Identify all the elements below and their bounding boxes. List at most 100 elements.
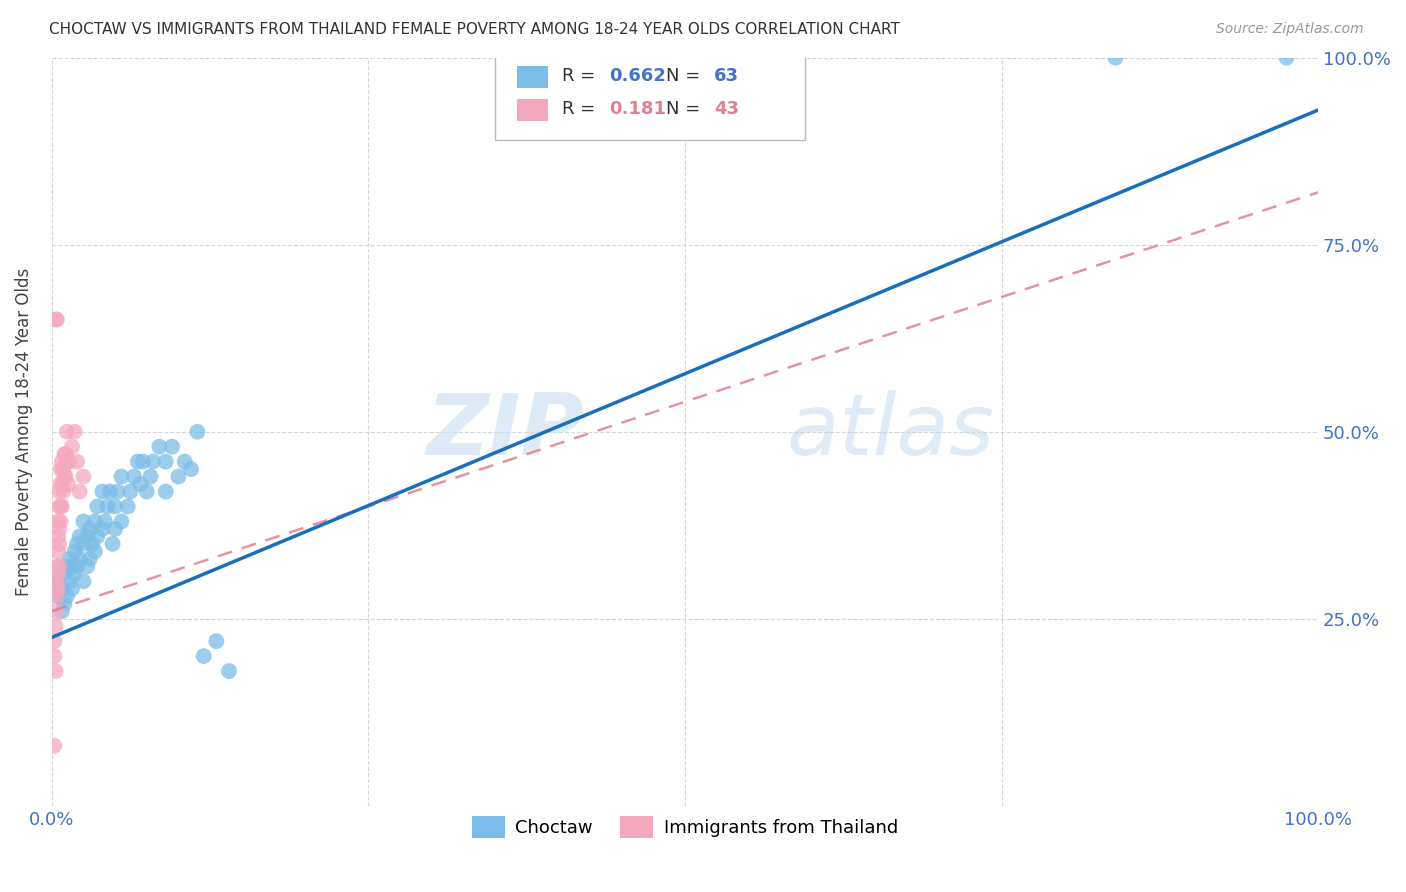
Text: Source: ZipAtlas.com: Source: ZipAtlas.com: [1216, 22, 1364, 37]
Point: [1275, 51, 1298, 65]
Point: [66, 559, 89, 574]
Point: [69, 484, 91, 499]
Point: [51, 604, 73, 618]
Point: [55, 469, 77, 483]
Point: [48, 522, 70, 536]
Point: [58, 477, 80, 491]
Point: [205, 634, 228, 648]
Point: [49, 500, 72, 514]
Point: [49, 462, 72, 476]
Text: R =: R =: [562, 100, 607, 118]
Point: [72, 574, 94, 589]
Point: [44, 649, 66, 664]
Point: [83, 544, 105, 558]
Point: [186, 425, 208, 439]
Text: 63: 63: [714, 67, 740, 85]
Point: [63, 425, 86, 439]
Point: [46, 529, 69, 543]
Point: [60, 559, 83, 574]
Point: [45, 312, 67, 326]
Point: [46, 515, 69, 529]
Point: [76, 559, 98, 574]
Point: [45, 664, 67, 678]
Point: [45, 559, 67, 574]
Point: [45, 312, 67, 326]
Point: [139, 469, 162, 483]
Point: [91, 522, 114, 536]
Point: [46, 544, 69, 558]
Point: [51, 500, 73, 514]
Point: [49, 515, 72, 529]
Point: [69, 529, 91, 543]
Point: [66, 537, 89, 551]
Point: [63, 544, 86, 558]
Text: CHOCTAW VS IMMIGRANTS FROM THAILAND FEMALE POVERTY AMONG 18-24 YEAR OLDS CORRELA: CHOCTAW VS IMMIGRANTS FROM THAILAND FEMA…: [49, 22, 900, 37]
Point: [69, 552, 91, 566]
Point: [53, 469, 76, 483]
Point: [104, 522, 127, 536]
Text: 0.662: 0.662: [609, 67, 666, 85]
Point: [79, 522, 101, 536]
Point: [44, 634, 66, 648]
Point: [45, 604, 67, 618]
Point: [48, 537, 70, 551]
Y-axis label: Female Poverty Among 18-24 Year Olds: Female Poverty Among 18-24 Year Olds: [15, 268, 32, 596]
Point: [83, 515, 105, 529]
Point: [58, 574, 80, 589]
Point: [107, 484, 129, 499]
Point: [120, 484, 142, 499]
Point: [76, 529, 98, 543]
Text: N =: N =: [666, 67, 706, 85]
Point: [51, 582, 73, 596]
Point: [155, 484, 177, 499]
Text: 43: 43: [714, 100, 740, 118]
Text: N =: N =: [666, 100, 706, 118]
Point: [51, 455, 73, 469]
Point: [45, 574, 67, 589]
Point: [56, 589, 79, 603]
Point: [72, 515, 94, 529]
Point: [58, 455, 80, 469]
Point: [122, 469, 145, 483]
Point: [86, 529, 108, 543]
Point: [63, 566, 86, 581]
Point: [94, 515, 117, 529]
Point: [1104, 51, 1126, 65]
Point: [193, 649, 215, 664]
Point: [48, 500, 70, 514]
Point: [129, 477, 152, 491]
Point: [60, 440, 83, 454]
Point: [104, 500, 127, 514]
Point: [66, 455, 89, 469]
Point: [56, 455, 79, 469]
Point: [72, 537, 94, 551]
Point: [60, 582, 83, 596]
Point: [58, 552, 80, 566]
Point: [167, 469, 190, 483]
Legend: Choctaw, Immigrants from Thailand: Choctaw, Immigrants from Thailand: [465, 809, 905, 846]
Point: [155, 455, 177, 469]
Point: [86, 500, 108, 514]
Point: [135, 484, 157, 499]
Text: atlas: atlas: [786, 390, 994, 473]
Point: [56, 425, 79, 439]
Point: [110, 469, 132, 483]
Point: [46, 574, 69, 589]
Point: [48, 484, 70, 499]
Point: [218, 664, 240, 678]
Point: [96, 500, 118, 514]
Point: [72, 469, 94, 483]
Point: [45, 589, 67, 603]
Point: [148, 440, 170, 454]
Point: [48, 559, 70, 574]
Point: [51, 477, 73, 491]
Point: [46, 589, 69, 603]
Point: [173, 455, 195, 469]
Text: R =: R =: [562, 67, 602, 85]
Point: [55, 447, 77, 461]
Point: [45, 619, 67, 633]
FancyBboxPatch shape: [516, 66, 548, 88]
Point: [79, 552, 101, 566]
Point: [117, 500, 139, 514]
Point: [180, 462, 202, 476]
